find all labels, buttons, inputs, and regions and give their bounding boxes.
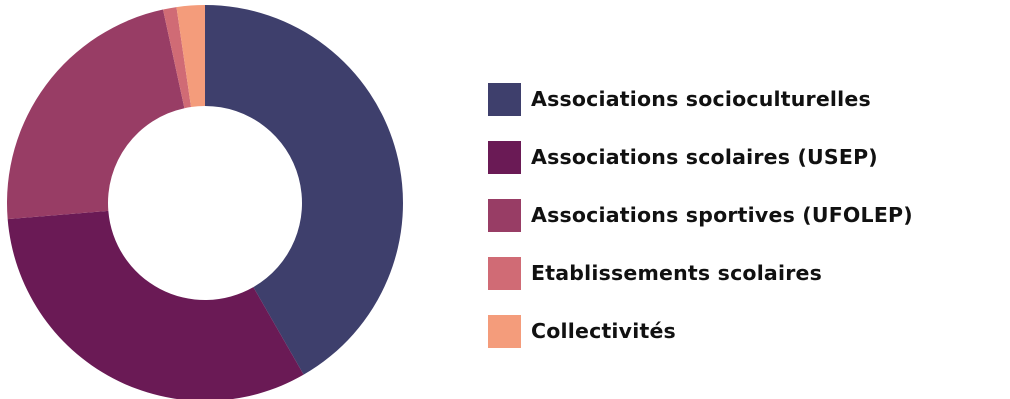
legend-swatch — [488, 256, 521, 290]
legend-label: Collectivités — [531, 319, 676, 343]
donut-slice-5 — [176, 5, 205, 108]
chart-legend: Associations socioculturelles Association… — [488, 82, 1008, 372]
donut-slice-3 — [7, 9, 185, 220]
legend-swatch — [488, 82, 521, 116]
legend-label: Associations sportives (UFOLEP) — [531, 203, 913, 227]
legend-item-2: Associations scolaires (USEP) — [488, 140, 1008, 174]
legend-item-4: Etablissements scolaires — [488, 256, 1008, 290]
legend-item-5: Collectivités — [488, 314, 1008, 348]
donut-slice-4 — [163, 7, 192, 109]
donut-slice-2 — [7, 210, 304, 399]
legend-item-1: Associations socioculturelles — [488, 82, 1008, 116]
legend-swatch — [488, 198, 521, 232]
legend-label: Associations socioculturelles — [531, 87, 871, 111]
legend-label: Etablissements scolaires — [531, 261, 823, 285]
legend-item-3: Associations sportives (UFOLEP) — [488, 198, 1008, 232]
donut-slice-1 — [205, 5, 403, 375]
legend-swatch — [488, 140, 521, 174]
legend-swatch — [488, 314, 521, 348]
donut-chart — [7, 5, 403, 399]
legend-label: Associations scolaires (USEP) — [531, 145, 878, 169]
